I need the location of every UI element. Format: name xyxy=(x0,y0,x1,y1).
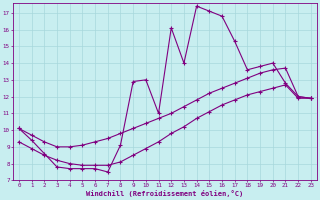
X-axis label: Windchill (Refroidissement éolien,°C): Windchill (Refroidissement éolien,°C) xyxy=(86,190,244,197)
